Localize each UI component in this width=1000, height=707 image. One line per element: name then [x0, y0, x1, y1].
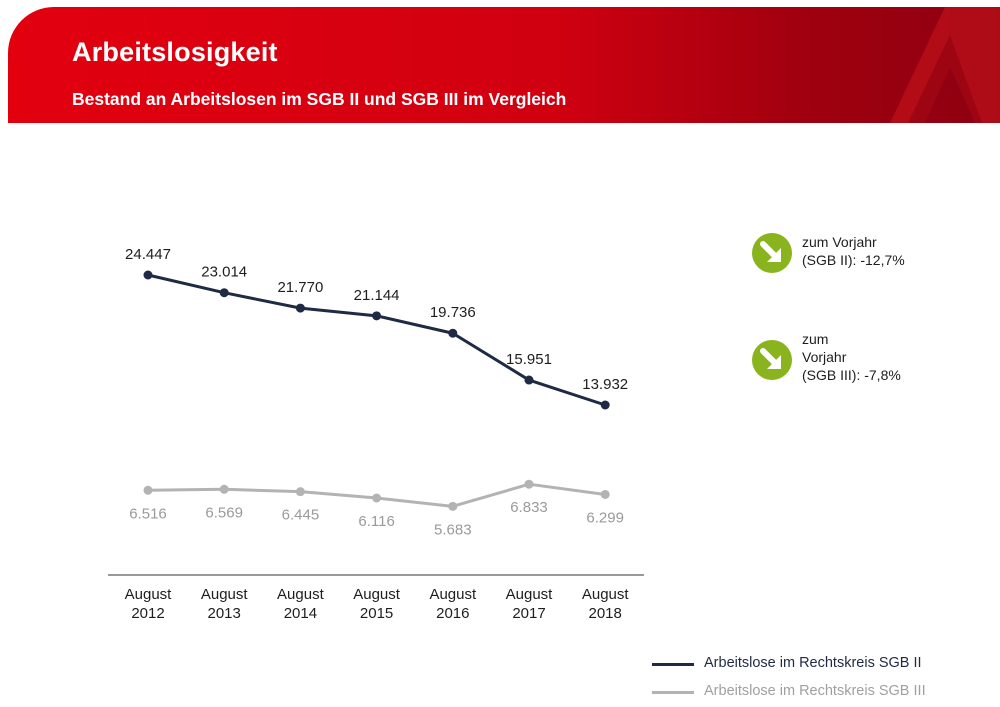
indicator-sgb3-line2: Vorjahr	[802, 349, 847, 365]
agency-logo-icon	[890, 7, 1000, 123]
data-point-sgb2-6	[600, 400, 610, 410]
x-tick-label-3-1: 2015	[360, 605, 393, 622]
x-tick-label-4-1: 2016	[436, 605, 469, 622]
data-label-sgb3-4: 5.683	[434, 521, 472, 538]
arrow-down-right-icon	[752, 233, 792, 273]
data-point-sgb3-6	[600, 489, 610, 499]
data-point-sgb3-5	[524, 479, 534, 489]
data-label-sgb3-5: 6.833	[510, 499, 548, 516]
data-point-sgb2-1	[219, 288, 229, 298]
x-tick-label-2-1: 2014	[284, 605, 317, 622]
indicator-sgb3-line1: zum	[802, 331, 829, 347]
legend-label-sgb3: Arbeitslose im Rechtskreis SGB III	[704, 683, 926, 699]
data-label-sgb2-1: 23.014	[201, 264, 247, 281]
data-label-sgb2-5: 15.951	[506, 351, 552, 368]
x-tick-label-6-0: August	[582, 586, 630, 603]
legend-label-sgb2: Arbeitslose im Rechtskreis SGB II	[704, 655, 922, 671]
x-tick-label-4-0: August	[429, 586, 477, 603]
x-tick-label-2-0: August	[277, 586, 325, 603]
x-tick-label-5-1: 2017	[512, 605, 545, 622]
data-point-sgb2-4	[448, 328, 458, 338]
data-label-sgb2-0: 24.447	[125, 246, 171, 263]
page-title: Arbeitslosigkeit	[72, 37, 278, 67]
x-tick-label-0-0: August	[125, 586, 173, 603]
data-label-sgb2-6: 13.932	[582, 376, 628, 393]
arrow-down-right-icon	[752, 340, 792, 380]
indicator-sgb3-text: zum Vorjahr (SGB III): -7,8%	[802, 330, 901, 384]
page-subtitle: Bestand an Arbeitslosen im SGB II und SG…	[72, 89, 567, 109]
indicator-sgb2-line2: (SGB II): -12,7%	[802, 252, 905, 268]
x-tick-label-5-0: August	[506, 586, 554, 603]
header-banner: Arbeitslosigkeit Bestand an Arbeitslosen…	[8, 7, 1000, 123]
data-point-sgb2-0	[143, 270, 153, 280]
x-tick-label-1-0: August	[201, 586, 249, 603]
data-point-sgb2-2	[295, 303, 305, 313]
data-label-sgb3-3: 6.116	[358, 513, 394, 530]
series-layer: 24.447 23.014 21.770 21.144 19.736 15.951 13.9…	[125, 246, 628, 538]
x-tick-label-0-1: 2012	[131, 605, 164, 622]
data-label-sgb2-2: 21.770	[277, 279, 323, 296]
x-tick-label-3-0: August	[353, 586, 401, 603]
data-point-sgb3-1	[219, 484, 229, 494]
indicator-sgb3-line3: (SGB III): -7,8%	[802, 367, 901, 383]
indicator-sgb2-text: zum Vorjahr (SGB II): -12,7%	[802, 233, 905, 269]
x-tick-label-6-1: 2018	[589, 605, 622, 622]
data-point-sgb3-3	[372, 493, 382, 503]
x-tick-label-1-1: 2013	[208, 605, 241, 622]
indicator-sgb2-line1: zum Vorjahr	[802, 234, 877, 250]
data-point-sgb3-4	[448, 501, 458, 511]
data-point-sgb2-3	[372, 311, 382, 321]
data-label-sgb2-3: 21.144	[354, 287, 400, 304]
data-point-sgb3-0	[143, 485, 153, 495]
data-label-sgb3-0: 6.516	[129, 505, 167, 522]
data-label-sgb3-2: 6.445	[282, 507, 320, 524]
legend-swatch-sgb3	[652, 691, 694, 694]
data-label-sgb2-4: 19.736	[430, 304, 476, 321]
legend-swatch-sgb2	[652, 663, 694, 666]
data-point-sgb2-5	[524, 375, 534, 385]
data-label-sgb3-6: 6.299	[586, 509, 624, 526]
data-label-sgb3-1: 6.569	[205, 504, 243, 521]
x-axis-labels: August 2012 August 2013 August 2014 August 2015…	[125, 586, 630, 622]
data-point-sgb3-2	[295, 487, 305, 497]
